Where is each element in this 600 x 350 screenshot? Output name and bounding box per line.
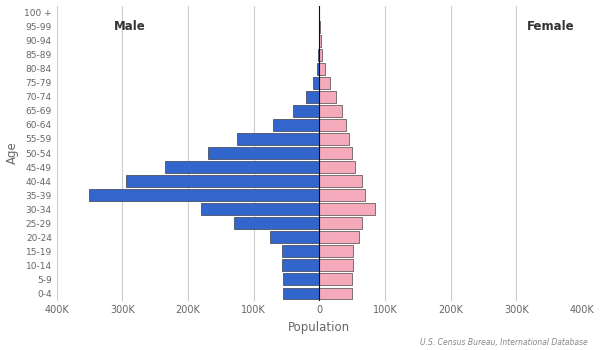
Bar — [319, 105, 343, 117]
Bar — [237, 133, 319, 145]
Bar — [270, 231, 319, 243]
Bar — [319, 217, 362, 229]
Bar — [319, 175, 362, 187]
Bar — [306, 91, 319, 103]
Bar — [319, 147, 352, 159]
Text: U.S. Census Bureau, International Database: U.S. Census Bureau, International Databa… — [420, 337, 588, 346]
Bar — [319, 288, 352, 300]
Bar — [208, 147, 319, 159]
Bar — [317, 63, 319, 75]
Bar — [319, 189, 365, 201]
Bar — [319, 35, 320, 47]
Bar — [234, 217, 319, 229]
Bar — [283, 288, 319, 300]
Bar — [319, 119, 346, 131]
Text: Male: Male — [114, 20, 146, 33]
Text: Female: Female — [527, 20, 574, 33]
Bar — [165, 161, 319, 173]
Bar — [319, 245, 353, 257]
Bar — [319, 77, 331, 89]
Bar — [283, 273, 319, 286]
Bar — [319, 203, 375, 215]
X-axis label: Population: Population — [288, 321, 350, 334]
Bar — [319, 161, 355, 173]
Y-axis label: Age: Age — [5, 142, 19, 164]
Bar — [319, 49, 322, 61]
Bar — [89, 189, 319, 201]
Bar — [125, 175, 319, 187]
Bar — [201, 203, 319, 215]
Bar — [282, 245, 319, 257]
Bar — [319, 273, 352, 286]
Bar — [319, 259, 353, 271]
Bar — [293, 105, 319, 117]
Bar — [319, 133, 349, 145]
Bar — [319, 231, 359, 243]
Bar — [274, 119, 319, 131]
Bar — [319, 63, 325, 75]
Bar — [319, 91, 336, 103]
Bar — [282, 259, 319, 271]
Bar — [313, 77, 319, 89]
